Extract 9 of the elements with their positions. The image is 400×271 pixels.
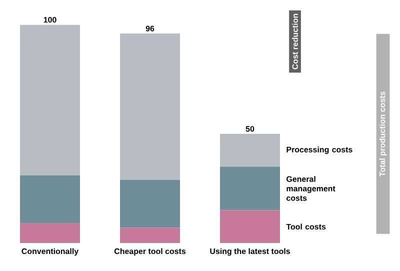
bar	[120, 34, 180, 180]
bar	[220, 210, 280, 243]
bar	[20, 223, 80, 243]
bar	[120, 180, 180, 228]
bar	[220, 134, 280, 167]
bar	[220, 166, 280, 210]
bar	[20, 175, 80, 224]
bar	[120, 228, 180, 243]
bar	[20, 24, 80, 176]
